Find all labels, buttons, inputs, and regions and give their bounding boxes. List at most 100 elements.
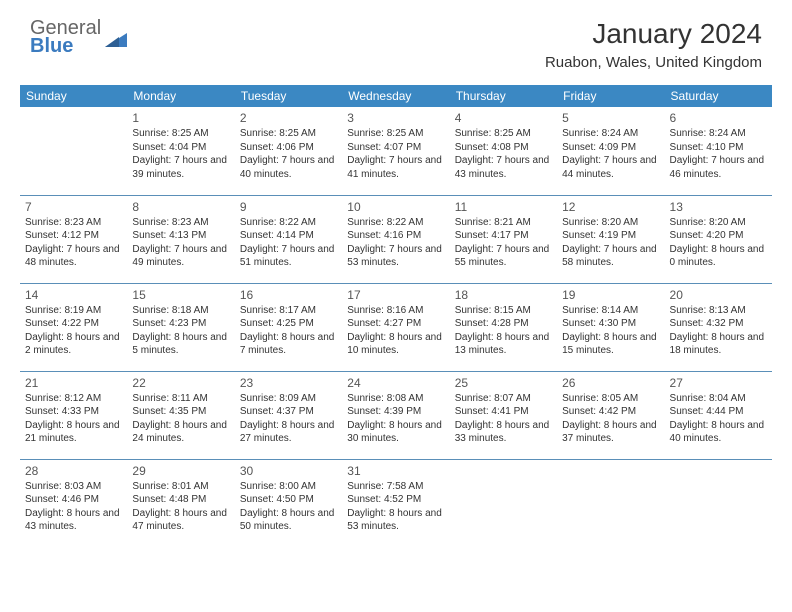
day-number: 4 <box>455 110 552 126</box>
sunset-line: Sunset: 4:10 PM <box>670 141 767 155</box>
daylight-line: Daylight: 8 hours and 30 minutes. <box>347 419 444 446</box>
daylight-line: Daylight: 8 hours and 7 minutes. <box>240 331 337 358</box>
daylight-line: Daylight: 8 hours and 53 minutes. <box>347 507 444 534</box>
sunset-line: Sunset: 4:33 PM <box>25 405 122 419</box>
calendar-cell: 26Sunrise: 8:05 AMSunset: 4:42 PMDayligh… <box>557 371 664 459</box>
daylight-line: Daylight: 8 hours and 33 minutes. <box>455 419 552 446</box>
sunrise-line: Sunrise: 8:20 AM <box>670 216 767 230</box>
daylight-line: Daylight: 8 hours and 43 minutes. <box>25 507 122 534</box>
sunset-line: Sunset: 4:50 PM <box>240 493 337 507</box>
calendar-cell: 13Sunrise: 8:20 AMSunset: 4:20 PMDayligh… <box>665 195 772 283</box>
calendar-cell: 2Sunrise: 8:25 AMSunset: 4:06 PMDaylight… <box>235 107 342 195</box>
day-number: 31 <box>347 463 444 479</box>
day-number: 25 <box>455 375 552 391</box>
daylight-line: Daylight: 8 hours and 50 minutes. <box>240 507 337 534</box>
sunrise-line: Sunrise: 8:09 AM <box>240 392 337 406</box>
daylight-line: Daylight: 8 hours and 10 minutes. <box>347 331 444 358</box>
day-number: 21 <box>25 375 122 391</box>
calendar-cell: 14Sunrise: 8:19 AMSunset: 4:22 PMDayligh… <box>20 283 127 371</box>
calendar-cell: 24Sunrise: 8:08 AMSunset: 4:39 PMDayligh… <box>342 371 449 459</box>
sunrise-line: Sunrise: 8:23 AM <box>25 216 122 230</box>
daylight-line: Daylight: 8 hours and 15 minutes. <box>562 331 659 358</box>
day-number: 26 <box>562 375 659 391</box>
day-number: 30 <box>240 463 337 479</box>
sunrise-line: Sunrise: 8:13 AM <box>670 304 767 318</box>
sunrise-line: Sunrise: 8:22 AM <box>240 216 337 230</box>
day-number: 14 <box>25 287 122 303</box>
day-number: 11 <box>455 199 552 215</box>
day-number: 2 <box>240 110 337 126</box>
day-number: 20 <box>670 287 767 303</box>
sunrise-line: Sunrise: 8:25 AM <box>455 127 552 141</box>
calendar-cell: 21Sunrise: 8:12 AMSunset: 4:33 PMDayligh… <box>20 371 127 459</box>
daylight-line: Daylight: 7 hours and 55 minutes. <box>455 243 552 270</box>
location: Ruabon, Wales, United Kingdom <box>545 54 762 71</box>
sunrise-line: Sunrise: 8:15 AM <box>455 304 552 318</box>
daylight-line: Daylight: 8 hours and 27 minutes. <box>240 419 337 446</box>
daylight-line: Daylight: 7 hours and 53 minutes. <box>347 243 444 270</box>
day-header: Sunday <box>20 85 127 107</box>
day-number: 16 <box>240 287 337 303</box>
title-block: January 2024 Ruabon, Wales, United Kingd… <box>545 18 762 71</box>
calendar-cell: 29Sunrise: 8:01 AMSunset: 4:48 PMDayligh… <box>127 459 234 547</box>
sunrise-line: Sunrise: 8:24 AM <box>562 127 659 141</box>
day-header: Wednesday <box>342 85 449 107</box>
calendar-cell: 8Sunrise: 8:23 AMSunset: 4:13 PMDaylight… <box>127 195 234 283</box>
daylight-line: Daylight: 7 hours and 46 minutes. <box>670 154 767 181</box>
day-number: 18 <box>455 287 552 303</box>
calendar-cell <box>20 107 127 195</box>
sunrise-line: Sunrise: 8:11 AM <box>132 392 229 406</box>
sunrise-line: Sunrise: 8:21 AM <box>455 216 552 230</box>
sunset-line: Sunset: 4:08 PM <box>455 141 552 155</box>
sunrise-line: Sunrise: 8:25 AM <box>240 127 337 141</box>
sunset-line: Sunset: 4:16 PM <box>347 229 444 243</box>
daylight-line: Daylight: 7 hours and 40 minutes. <box>240 154 337 181</box>
sunset-line: Sunset: 4:04 PM <box>132 141 229 155</box>
day-number: 7 <box>25 199 122 215</box>
sunrise-line: Sunrise: 8:00 AM <box>240 480 337 494</box>
day-number: 29 <box>132 463 229 479</box>
calendar-cell: 9Sunrise: 8:22 AMSunset: 4:14 PMDaylight… <box>235 195 342 283</box>
sunset-line: Sunset: 4:20 PM <box>670 229 767 243</box>
sunset-line: Sunset: 4:23 PM <box>132 317 229 331</box>
day-number: 5 <box>562 110 659 126</box>
calendar-cell: 11Sunrise: 8:21 AMSunset: 4:17 PMDayligh… <box>450 195 557 283</box>
daylight-line: Daylight: 7 hours and 58 minutes. <box>562 243 659 270</box>
sunrise-line: Sunrise: 8:14 AM <box>562 304 659 318</box>
daylight-line: Daylight: 7 hours and 48 minutes. <box>25 243 122 270</box>
daylight-line: Daylight: 8 hours and 47 minutes. <box>132 507 229 534</box>
day-number: 19 <box>562 287 659 303</box>
daylight-line: Daylight: 7 hours and 44 minutes. <box>562 154 659 181</box>
sunset-line: Sunset: 4:30 PM <box>562 317 659 331</box>
day-header: Thursday <box>450 85 557 107</box>
sunrise-line: Sunrise: 8:01 AM <box>132 480 229 494</box>
calendar-cell: 1Sunrise: 8:25 AMSunset: 4:04 PMDaylight… <box>127 107 234 195</box>
calendar-cell: 22Sunrise: 8:11 AMSunset: 4:35 PMDayligh… <box>127 371 234 459</box>
sunset-line: Sunset: 4:07 PM <box>347 141 444 155</box>
daylight-line: Daylight: 8 hours and 40 minutes. <box>670 419 767 446</box>
sunrise-line: Sunrise: 8:04 AM <box>670 392 767 406</box>
logo-triangle-icon <box>105 29 127 47</box>
day-header-row: Sunday Monday Tuesday Wednesday Thursday… <box>20 85 772 107</box>
calendar-table: Sunday Monday Tuesday Wednesday Thursday… <box>20 85 772 547</box>
sunset-line: Sunset: 4:32 PM <box>670 317 767 331</box>
sunset-line: Sunset: 4:41 PM <box>455 405 552 419</box>
sunrise-line: Sunrise: 8:16 AM <box>347 304 444 318</box>
sunrise-line: Sunrise: 8:19 AM <box>25 304 122 318</box>
day-number: 15 <box>132 287 229 303</box>
day-number: 17 <box>347 287 444 303</box>
calendar-row: 28Sunrise: 8:03 AMSunset: 4:46 PMDayligh… <box>20 459 772 547</box>
calendar-cell: 12Sunrise: 8:20 AMSunset: 4:19 PMDayligh… <box>557 195 664 283</box>
sunset-line: Sunset: 4:25 PM <box>240 317 337 331</box>
calendar-cell: 18Sunrise: 8:15 AMSunset: 4:28 PMDayligh… <box>450 283 557 371</box>
calendar-cell: 23Sunrise: 8:09 AMSunset: 4:37 PMDayligh… <box>235 371 342 459</box>
calendar-row: 7Sunrise: 8:23 AMSunset: 4:12 PMDaylight… <box>20 195 772 283</box>
calendar-cell: 17Sunrise: 8:16 AMSunset: 4:27 PMDayligh… <box>342 283 449 371</box>
calendar-cell: 6Sunrise: 8:24 AMSunset: 4:10 PMDaylight… <box>665 107 772 195</box>
sunrise-line: Sunrise: 8:03 AM <box>25 480 122 494</box>
sunset-line: Sunset: 4:52 PM <box>347 493 444 507</box>
sunrise-line: Sunrise: 8:07 AM <box>455 392 552 406</box>
day-number: 3 <box>347 110 444 126</box>
sunset-line: Sunset: 4:28 PM <box>455 317 552 331</box>
calendar-cell: 27Sunrise: 8:04 AMSunset: 4:44 PMDayligh… <box>665 371 772 459</box>
